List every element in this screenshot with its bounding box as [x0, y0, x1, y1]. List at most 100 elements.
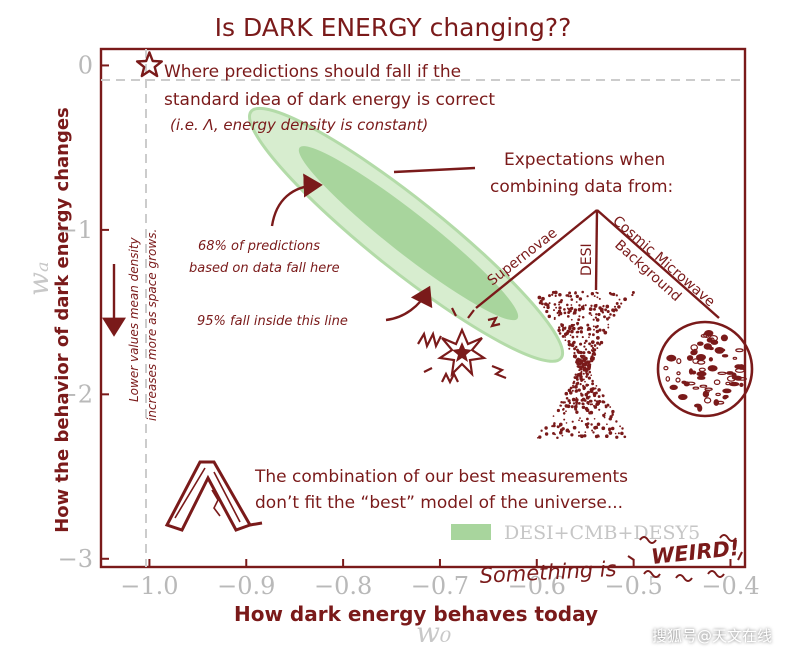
desi-dot	[580, 420, 583, 423]
legend-swatch	[451, 524, 491, 540]
desi-dot	[586, 323, 590, 327]
desi-dot	[597, 389, 600, 392]
lcdm-star-marker	[135, 51, 164, 78]
density-line2: increases more as space grows.	[145, 229, 159, 421]
desi-dot	[615, 435, 619, 439]
desi-dot	[576, 365, 579, 368]
desi-dot	[585, 395, 590, 400]
desi-dot	[588, 332, 591, 336]
desi-dot	[567, 310, 571, 315]
desi-dot	[560, 323, 565, 328]
cmb-blob	[694, 403, 702, 408]
y-tick-label: −3	[58, 545, 93, 573]
desi-dot	[589, 410, 594, 415]
desi-dot	[580, 357, 583, 359]
desi-dot	[602, 305, 605, 308]
desi-dot	[582, 378, 585, 381]
cmb-blob	[676, 371, 681, 376]
desi-dot	[583, 342, 586, 345]
desi-dot	[596, 296, 599, 299]
desi-dot	[600, 307, 604, 312]
desi-dot	[584, 339, 588, 343]
desi-dot	[585, 383, 589, 387]
desi-dot	[546, 303, 550, 307]
desi-dot	[581, 366, 584, 369]
branch-desi: DESI	[579, 243, 595, 276]
desi-dot	[545, 309, 549, 314]
desi-dot	[564, 404, 569, 408]
desi-dot	[579, 434, 582, 437]
y-axis-label: How the behavior of dark energy changes	[52, 107, 73, 533]
desi-dot	[571, 420, 574, 423]
cmb-blob	[690, 344, 699, 351]
desi-dot	[555, 306, 558, 309]
desi-dot	[594, 425, 598, 429]
desi-dot	[588, 342, 592, 346]
desi-dot	[557, 330, 560, 333]
desi-dot	[588, 376, 591, 380]
desi-dot	[608, 427, 612, 431]
desi-dot	[597, 395, 601, 398]
desi-dot	[596, 422, 601, 427]
desi-dot	[609, 406, 612, 408]
desi-dot	[584, 348, 588, 351]
desi-dot	[587, 403, 590, 406]
desi-dot	[590, 340, 595, 344]
arrow-to-68	[270, 173, 323, 227]
desi-dot	[590, 374, 593, 377]
desi-dot	[586, 425, 589, 429]
desi-dot	[601, 400, 605, 404]
desi-dot	[585, 375, 588, 378]
desi-dot	[571, 389, 574, 392]
desi-dot	[590, 304, 593, 307]
desi-dot	[570, 298, 574, 301]
desi-dot	[561, 334, 565, 338]
desi-dot	[570, 343, 575, 348]
desi-dot	[581, 405, 586, 410]
desi-dot	[582, 351, 586, 355]
desi-dot	[595, 385, 598, 387]
cmb-blob	[716, 348, 726, 352]
desi-dot	[607, 316, 611, 319]
desi-dot	[603, 416, 606, 419]
desi-dot	[586, 328, 590, 332]
desi-dot	[559, 404, 562, 407]
cmb-blob	[713, 379, 721, 386]
desi-dot	[584, 431, 587, 433]
desi-dot	[615, 294, 618, 297]
desi-dot	[583, 355, 586, 358]
desi-dot	[597, 403, 600, 406]
desi-dot	[584, 380, 586, 383]
cmb-blob	[722, 388, 732, 394]
desi-dot	[588, 368, 591, 371]
desi-dot	[611, 413, 614, 416]
desi-dot	[606, 317, 609, 321]
desi-dot	[611, 308, 615, 312]
desi-dot	[590, 344, 593, 348]
desi-dot	[608, 431, 613, 435]
x-tick-label: −1.0	[120, 572, 178, 600]
desi-dot	[567, 399, 571, 403]
desi-dot	[590, 292, 595, 296]
desi-dot	[579, 367, 583, 371]
desi-dot	[576, 348, 579, 352]
desi-dot	[575, 360, 579, 364]
y-ticks: 0 −1 −2 −3	[58, 51, 109, 573]
desi-dot	[541, 302, 544, 306]
desi-dot	[567, 295, 570, 298]
desi-dot	[573, 323, 576, 326]
cmb-blob	[702, 390, 710, 398]
desi-dot	[566, 315, 570, 318]
desi-dot	[543, 306, 546, 309]
desi-dot	[580, 392, 583, 395]
desi-dot	[585, 367, 590, 371]
desi-dot	[596, 341, 600, 345]
desi-dot	[565, 428, 570, 432]
desi-dot	[565, 410, 567, 413]
cmb-blob	[697, 375, 706, 380]
desi-dot	[541, 296, 545, 301]
desi-dot	[568, 325, 571, 328]
desi-dot	[572, 425, 577, 430]
desi-dot	[580, 326, 584, 330]
desi-dot	[614, 432, 617, 435]
